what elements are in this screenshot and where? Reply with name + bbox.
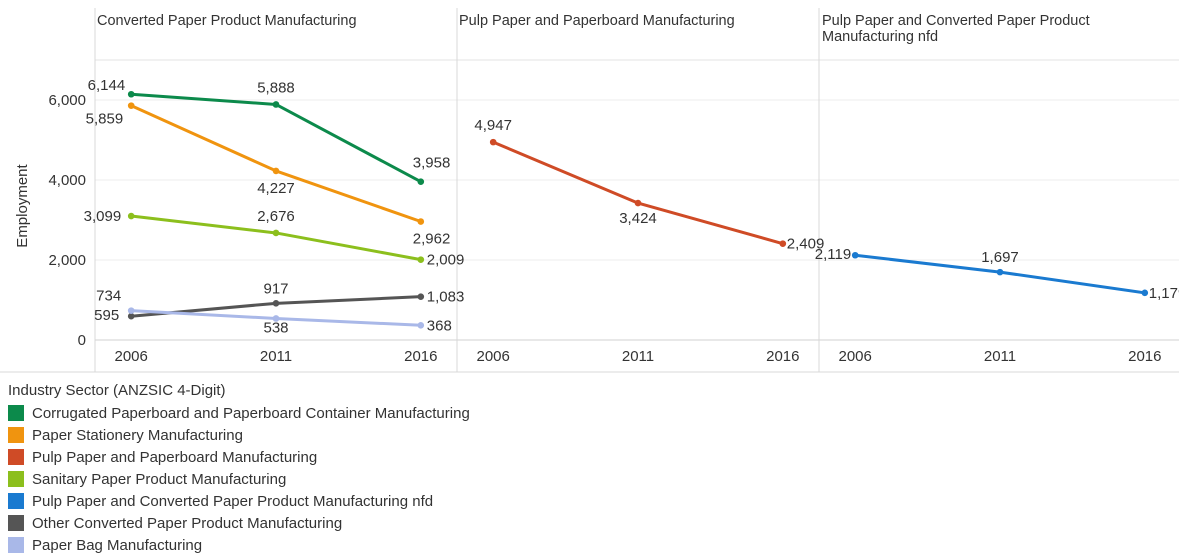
legend-title: Industry Sector (ANZSIC 4-Digit) (8, 382, 226, 399)
legend: Industry Sector (ANZSIC 4-Digit) Corruga… (8, 381, 470, 556)
data-label: 1,179 (1149, 285, 1179, 302)
data-label: 2,676 (257, 208, 295, 225)
data-label: 6,144 (88, 77, 126, 94)
data-point (779, 240, 787, 247)
data-point (272, 229, 280, 237)
x-tick-label: 2016 (766, 348, 799, 365)
y-tick-label: 2,000 (48, 252, 86, 269)
data-point (417, 178, 425, 185)
data-label: 2,409 (787, 236, 825, 253)
legend-swatch (8, 515, 24, 531)
data-label: 538 (263, 319, 288, 336)
x-tick-label: 2016 (1128, 348, 1161, 365)
data-label: 368 (427, 317, 452, 334)
legend-swatch (8, 471, 24, 487)
data-point (272, 315, 280, 322)
x-tick-label: 2011 (622, 348, 654, 365)
data-point (127, 102, 135, 109)
data-point (417, 256, 425, 263)
legend-label: Pulp Paper and Paperboard Manufacturing (32, 448, 318, 466)
data-label: 2,962 (413, 231, 451, 248)
y-tick-label: 6,000 (48, 92, 86, 109)
legend-swatch (8, 449, 24, 465)
legend-label: Paper Stationery Manufacturing (32, 426, 243, 444)
data-point (417, 218, 425, 225)
data-label: 1,697 (981, 249, 1019, 266)
data-point (489, 138, 497, 146)
chart-area: 0 2,000 4,000 6,000 Employment 2006 2011 2016 20… (0, 8, 1179, 373)
data-point (417, 321, 425, 329)
data-point (127, 90, 135, 98)
x-tick-label: 2006 (477, 348, 510, 365)
data-point (272, 101, 280, 108)
data-point (996, 268, 1004, 276)
legend-item: Pulp Paper and Paperboard Manufacturing (8, 446, 470, 468)
data-point (272, 167, 280, 175)
data-point (634, 199, 642, 207)
legend-swatch (8, 537, 24, 553)
data-point (127, 212, 135, 220)
legend-swatch (8, 405, 24, 421)
data-label: 1,083 (427, 289, 465, 306)
data-point (272, 300, 280, 307)
x-tick-label: 2011 (260, 348, 292, 365)
y-tick-label: 0 (78, 332, 86, 349)
legend-item: Other Converted Paper Product Manufactur… (8, 512, 470, 534)
legend-item: Corrugated Paperboard and Paperboard Con… (8, 402, 470, 424)
legend-label: Pulp Paper and Converted Paper Product M… (32, 492, 434, 510)
panel-title-pulp-paperboard: Pulp Paper and Paperboard Manufacturing (459, 13, 735, 29)
x-tick-label: 2006 (839, 348, 872, 365)
legend-item: Paper Bag Manufacturing (8, 534, 470, 556)
data-point (417, 293, 425, 300)
data-label: 5,859 (86, 111, 124, 128)
data-label: 4,947 (474, 117, 512, 134)
legend-label: Corrugated Paperboard and Paperboard Con… (32, 404, 470, 422)
legend-item: Paper Stationery Manufacturing (8, 424, 470, 446)
panel-title-nfd: Pulp Paper and Converted Paper Product M… (822, 13, 1090, 45)
data-label: 3,099 (84, 208, 122, 225)
data-point (127, 312, 135, 320)
data-label: 595 (94, 307, 119, 324)
legend-swatch (8, 493, 24, 509)
series-line (129, 104, 423, 224)
data-point (851, 251, 859, 259)
data-label: 734 (96, 288, 121, 305)
data-label: 5,888 (257, 79, 295, 96)
legend-label: Paper Bag Manufacturing (32, 536, 203, 554)
data-point (1141, 289, 1149, 297)
legend-label: Other Converted Paper Product Manufactur… (32, 514, 343, 532)
data-label: 2,009 (427, 252, 465, 269)
data-label: 2,119 (815, 246, 851, 263)
x-tick-label: 2011 (984, 348, 1016, 365)
y-tick-label: 4,000 (48, 172, 86, 189)
legend-swatch (8, 427, 24, 443)
panel-title-converted: Converted Paper Product Manufacturing (97, 13, 357, 29)
legend-item: Sanitary Paper Product Manufacturing (8, 468, 470, 490)
data-label: 4,227 (257, 180, 295, 197)
series-line (491, 140, 785, 246)
data-label: 917 (263, 280, 288, 297)
data-label: 3,958 (413, 155, 451, 172)
data-point (127, 307, 135, 314)
data-label: 3,424 (619, 210, 657, 227)
x-tick-label: 2016 (404, 348, 437, 365)
x-tick-label: 2006 (115, 348, 148, 365)
y-axis-title: Employment (14, 163, 31, 247)
legend-item: Pulp Paper and Converted Paper Product M… (8, 490, 470, 512)
legend-label: Sanitary Paper Product Manufacturing (32, 470, 287, 488)
